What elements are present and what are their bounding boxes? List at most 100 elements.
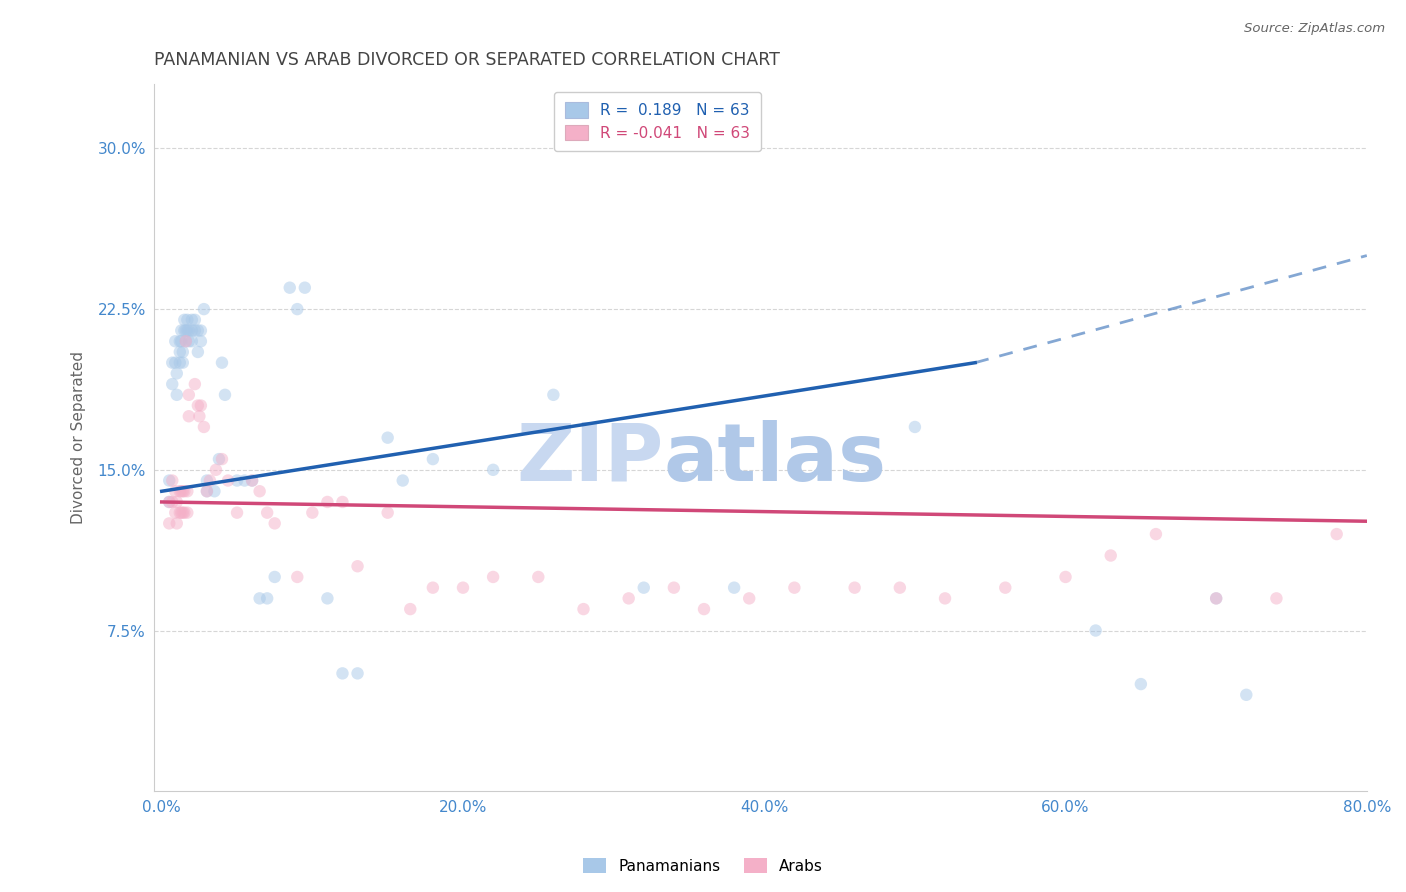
Point [176, 484, 198, 499]
Point [176, 313, 198, 327]
Point [662, 581, 685, 595]
Point [482, 463, 505, 477]
Point [527, 570, 550, 584]
Point [195, 484, 218, 499]
Point [226, 474, 249, 488]
Point [177, 409, 200, 424]
Point [482, 570, 505, 584]
Point [188, 409, 211, 424]
Point [195, 484, 218, 499]
Point [332, 495, 354, 509]
Point [617, 591, 640, 606]
Point [176, 506, 198, 520]
Point [211, 356, 233, 370]
Point [285, 570, 308, 584]
Point [377, 506, 399, 520]
Point [889, 581, 911, 595]
Text: atlas: atlas [664, 420, 887, 498]
Point [783, 581, 806, 595]
Point [180, 313, 202, 327]
Point [174, 324, 197, 338]
Point [193, 420, 215, 434]
Point [693, 602, 716, 616]
Point [633, 581, 655, 595]
Point [316, 591, 339, 606]
Point [198, 474, 221, 488]
Point [240, 474, 263, 488]
Point [165, 356, 187, 370]
Point [165, 334, 187, 349]
Point [166, 495, 188, 509]
Point [844, 581, 866, 595]
Point [184, 324, 207, 338]
Point [177, 324, 200, 338]
Point [1084, 624, 1107, 638]
Point [177, 388, 200, 402]
Point [294, 281, 316, 295]
Point [157, 495, 180, 509]
Point [1205, 591, 1227, 606]
Point [332, 666, 354, 681]
Point [157, 495, 180, 509]
Point [1099, 549, 1122, 563]
Point [1326, 527, 1348, 541]
Point [249, 591, 271, 606]
Point [162, 474, 184, 488]
Point [994, 581, 1017, 595]
Point [170, 324, 193, 338]
Point [316, 495, 339, 509]
Point [162, 377, 184, 392]
Point [180, 324, 202, 338]
Point [278, 281, 301, 295]
Point [391, 474, 413, 488]
Point [190, 324, 212, 338]
Point [263, 570, 285, 584]
Text: PANAMANIAN VS ARAB DIVORCED OR SEPARATED CORRELATION CHART: PANAMANIAN VS ARAB DIVORCED OR SEPARATED… [155, 51, 780, 69]
Point [157, 474, 180, 488]
Point [1144, 527, 1167, 541]
Point [256, 591, 278, 606]
Point [301, 506, 323, 520]
Point [174, 334, 197, 349]
Legend: Panamanians, Arabs: Panamanians, Arabs [578, 852, 828, 880]
Point [170, 506, 193, 520]
Point [170, 334, 193, 349]
Point [169, 345, 191, 359]
Point [195, 474, 218, 488]
Point [172, 506, 194, 520]
Point [169, 506, 191, 520]
Point [256, 506, 278, 520]
Point [226, 506, 249, 520]
Point [184, 313, 207, 327]
Point [233, 474, 256, 488]
Point [173, 324, 195, 338]
Point [572, 602, 595, 616]
Point [166, 388, 188, 402]
Point [193, 302, 215, 317]
Point [173, 506, 195, 520]
Point [172, 356, 194, 370]
Point [1054, 570, 1077, 584]
Point [190, 334, 212, 349]
Point [422, 581, 444, 595]
Point [169, 356, 191, 370]
Point [543, 388, 565, 402]
Point [177, 334, 200, 349]
Point [172, 345, 194, 359]
Point [166, 516, 188, 531]
Point [169, 484, 191, 499]
Point [204, 484, 226, 499]
Point [263, 516, 285, 531]
Point [422, 452, 444, 467]
Point [190, 399, 212, 413]
Point [1265, 591, 1288, 606]
Point [166, 367, 188, 381]
Point [169, 334, 191, 349]
Point [399, 602, 422, 616]
Point [346, 559, 368, 574]
Point [162, 356, 184, 370]
Point [205, 463, 228, 477]
Point [217, 474, 239, 488]
Point [240, 474, 263, 488]
Point [738, 591, 761, 606]
